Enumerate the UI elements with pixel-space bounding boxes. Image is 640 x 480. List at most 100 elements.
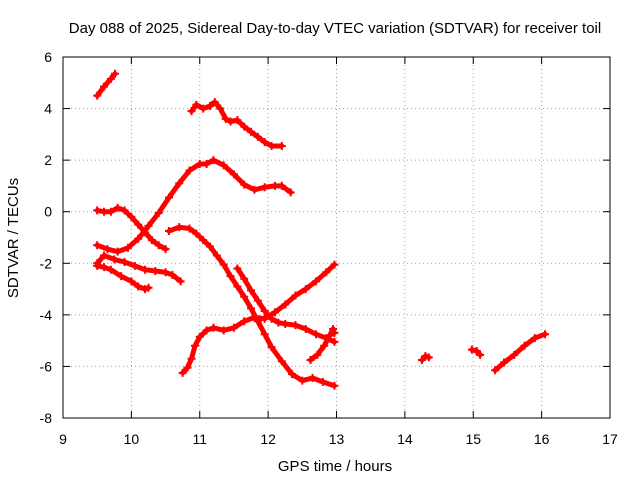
- data-point-marker: [306, 355, 315, 364]
- data-point-marker: [247, 127, 256, 136]
- x-tick-label: 11: [192, 431, 207, 447]
- data-point-marker: [229, 170, 238, 179]
- x-tick-label: 12: [260, 431, 276, 447]
- data-point-marker: [192, 229, 201, 238]
- data-point-marker: [202, 326, 211, 335]
- data-point-marker: [178, 368, 187, 377]
- data-point-marker: [298, 376, 307, 385]
- data-point-marker: [144, 221, 153, 230]
- data-point-marker: [219, 260, 228, 269]
- data-point-marker: [330, 328, 339, 337]
- data-point-marker: [281, 319, 290, 328]
- data-point-marker: [113, 203, 122, 212]
- data-point-marker: [154, 241, 163, 250]
- data-point-marker: [330, 381, 339, 390]
- data-point-marker: [209, 323, 218, 332]
- x-tick-label: 13: [329, 431, 345, 447]
- data-point-marker: [195, 160, 204, 169]
- chart-title: Day 088 of 2025, Sidereal Day-to-day VTE…: [69, 20, 601, 37]
- data-point-marker: [320, 341, 329, 350]
- data-point-marker: [175, 223, 184, 232]
- data-point-marker: [301, 325, 310, 334]
- data-point-marker: [491, 366, 500, 375]
- data-point-marker: [185, 224, 194, 233]
- data-point-marker: [240, 274, 249, 283]
- data-point-marker: [93, 261, 102, 270]
- data-point-marker: [233, 116, 242, 125]
- data-point-marker: [520, 341, 529, 350]
- data-point-marker: [330, 337, 339, 346]
- data-point-marker: [541, 330, 550, 339]
- data-series: [93, 69, 550, 390]
- data-point-marker: [260, 330, 269, 339]
- data-point-marker: [250, 185, 259, 194]
- data-point-marker: [216, 104, 225, 113]
- series-arc-1: [94, 71, 118, 99]
- data-point-marker: [187, 354, 196, 363]
- data-point-marker: [195, 332, 204, 341]
- data-point-marker: [161, 268, 170, 277]
- data-point-marker: [134, 220, 143, 229]
- data-point-marker: [106, 207, 115, 216]
- series-arc-13: [492, 331, 548, 373]
- data-point-marker: [106, 265, 115, 274]
- data-point-marker: [175, 179, 184, 188]
- data-point-marker: [210, 98, 219, 107]
- data-point-marker: [311, 330, 320, 339]
- data-point-marker: [330, 260, 339, 269]
- data-point-marker: [240, 180, 249, 189]
- data-point-marker: [288, 370, 297, 379]
- data-point-marker: [260, 183, 269, 192]
- data-point-marker: [190, 341, 199, 350]
- data-point-marker: [329, 325, 338, 334]
- data-point-marker: [106, 74, 115, 83]
- grid-lines: [63, 57, 610, 418]
- data-point-marker: [206, 242, 215, 251]
- data-point-marker: [530, 334, 539, 343]
- data-point-marker: [183, 363, 192, 372]
- data-point-marker: [286, 188, 295, 197]
- x-axis-label: GPS time / hours: [278, 458, 392, 475]
- data-point-marker: [247, 286, 256, 295]
- data-point-marker: [151, 267, 160, 276]
- data-point-marker: [247, 304, 256, 313]
- data-point-marker: [510, 350, 519, 359]
- data-point-marker: [144, 283, 153, 292]
- data-point-marker: [500, 358, 509, 367]
- data-point-marker: [103, 245, 112, 254]
- data-point-marker: [199, 104, 208, 113]
- data-point-marker: [187, 107, 196, 116]
- data-point-marker: [141, 228, 150, 237]
- data-point-marker: [308, 374, 317, 383]
- data-point-marker: [185, 166, 194, 175]
- data-point-marker: [209, 156, 218, 165]
- data-point-marker: [113, 247, 122, 256]
- x-tick-label: 10: [124, 431, 140, 447]
- data-point-marker: [325, 331, 334, 340]
- data-point-marker: [226, 117, 235, 126]
- data-point-marker: [313, 350, 322, 359]
- data-point-marker: [277, 357, 286, 366]
- y-tick-label: -6: [40, 358, 53, 374]
- data-point-marker: [219, 161, 228, 170]
- data-point-marker: [291, 291, 300, 300]
- data-point-marker: [100, 263, 109, 272]
- y-tick-label: 2: [44, 152, 52, 168]
- data-point-marker: [202, 160, 211, 169]
- y-tick-label: -8: [40, 410, 53, 426]
- data-point-marker: [164, 193, 173, 202]
- data-point-marker: [199, 236, 208, 245]
- data-point-marker: [270, 181, 279, 190]
- data-point-marker: [240, 292, 249, 301]
- data-point-marker: [277, 181, 286, 190]
- data-point-marker: [93, 241, 102, 250]
- data-point-marker: [322, 268, 331, 277]
- data-point-marker: [467, 345, 476, 354]
- data-point-marker: [130, 261, 139, 270]
- data-point-marker: [168, 270, 177, 279]
- y-tick-label: -2: [40, 255, 53, 271]
- data-point-marker: [260, 314, 269, 323]
- data-point-marker: [253, 132, 262, 141]
- data-point-marker: [192, 100, 201, 109]
